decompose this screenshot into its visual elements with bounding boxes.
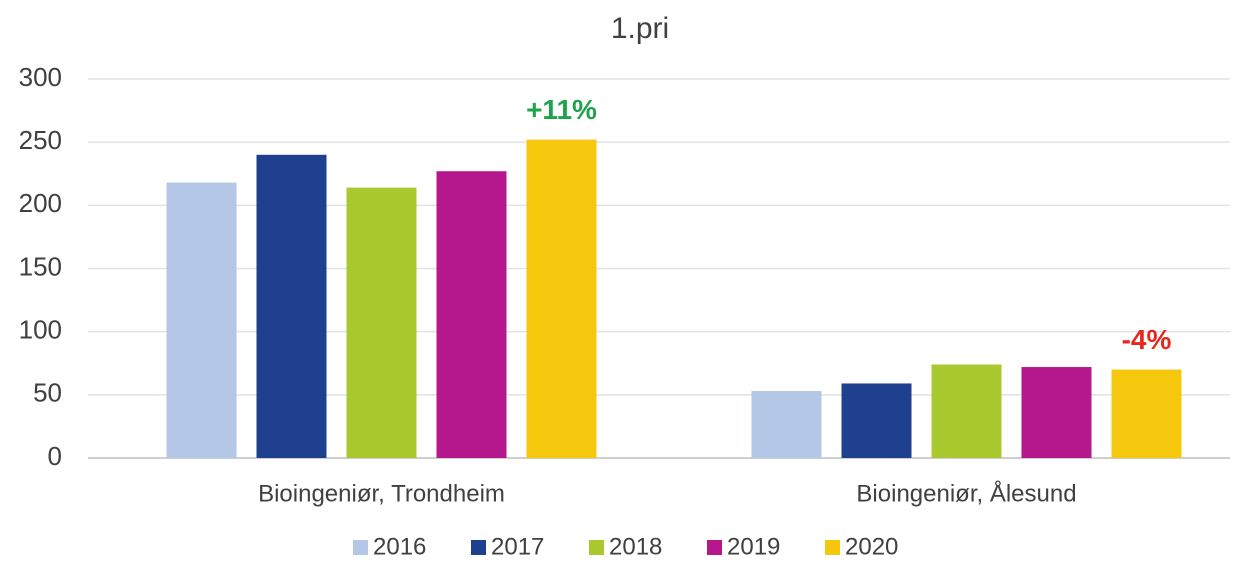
bar <box>436 171 507 458</box>
bar <box>346 187 417 458</box>
bar <box>1021 367 1092 458</box>
legend-swatch <box>707 540 722 555</box>
legend-label: 2017 <box>491 533 544 560</box>
legend-swatch <box>471 540 486 555</box>
bar <box>526 139 597 458</box>
y-tick-label: 50 <box>33 378 62 408</box>
y-tick-label: 250 <box>19 125 62 155</box>
legend-label: 2020 <box>845 533 898 560</box>
chart-title: 1.pri <box>611 12 669 45</box>
legend-label: 2018 <box>609 533 662 560</box>
y-tick-label: 150 <box>19 251 62 281</box>
x-tick-label: Bioingeniør, Ålesund <box>856 479 1076 507</box>
legend-swatch <box>353 540 368 555</box>
bar <box>1111 369 1182 458</box>
legend-label: 2016 <box>373 533 426 560</box>
y-tick-label: 100 <box>19 315 62 345</box>
bar <box>166 182 237 459</box>
bar <box>931 364 1002 458</box>
legend-swatch <box>825 540 840 555</box>
bar <box>841 383 912 458</box>
x-tick-label: Bioingeniør, Trondheim <box>258 480 505 507</box>
bar <box>751 391 822 458</box>
bar <box>256 154 327 459</box>
y-tick-label: 200 <box>19 188 62 218</box>
annotation: +11% <box>526 94 597 125</box>
annotation: -4% <box>1122 324 1172 355</box>
legend-swatch <box>589 540 604 555</box>
legend-label: 2019 <box>727 533 780 560</box>
y-tick-label: 300 <box>19 62 62 92</box>
y-tick-label: 0 <box>48 441 62 471</box>
